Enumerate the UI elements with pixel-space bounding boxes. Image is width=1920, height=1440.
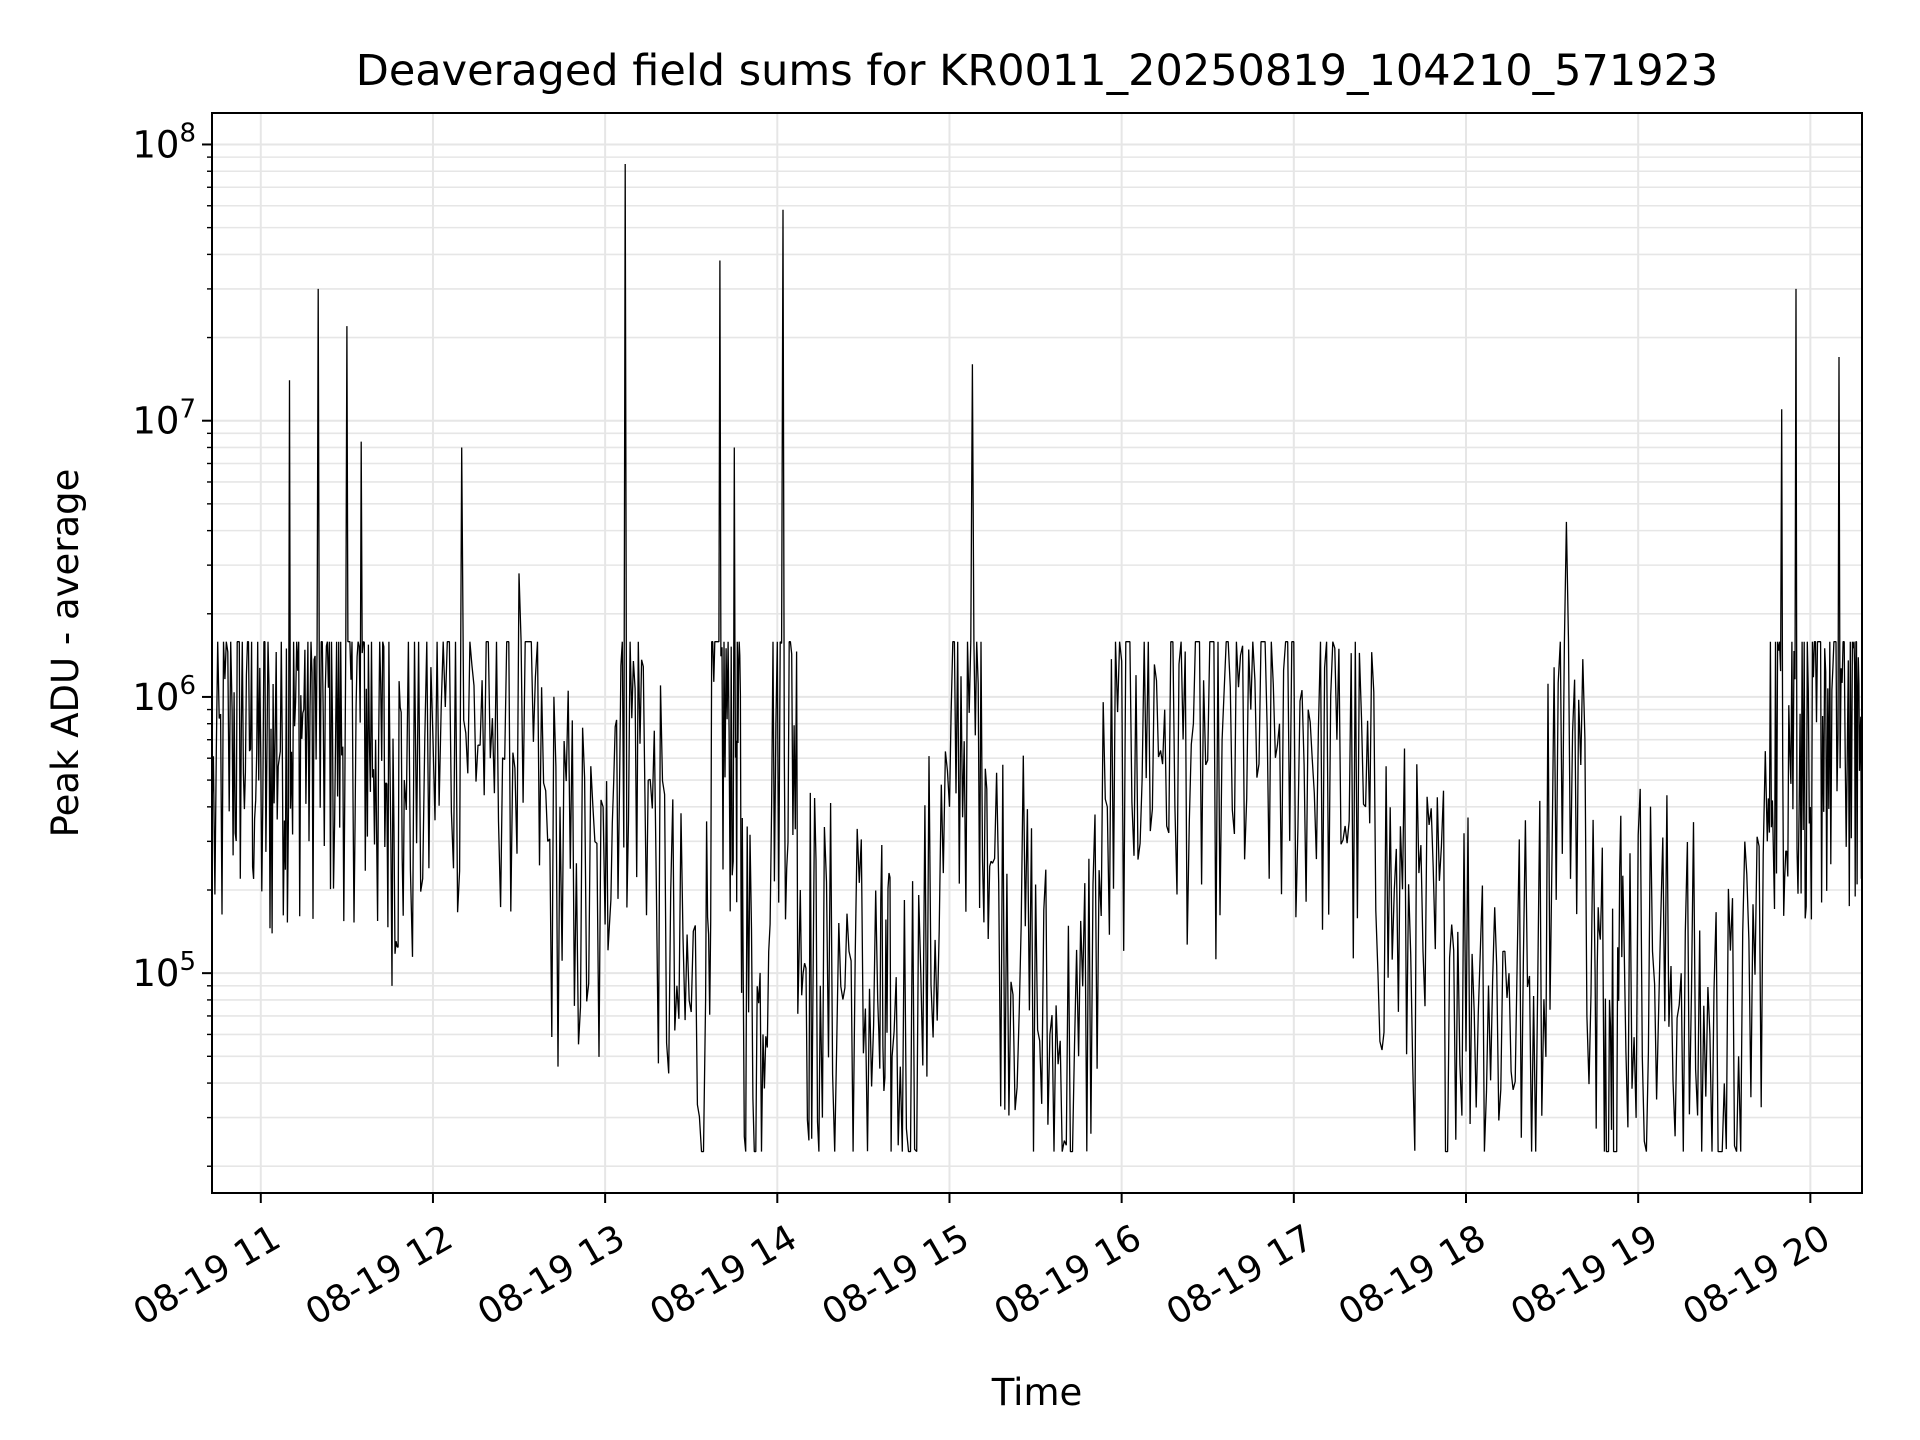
y-tick-label: 108 xyxy=(132,118,196,166)
y-axis-label: Peak ADU - average xyxy=(44,469,87,838)
y-tick-label: 107 xyxy=(132,395,196,443)
plot-frame xyxy=(211,112,1863,1194)
x-axis-label: Time xyxy=(991,1371,1083,1414)
grid xyxy=(212,113,1862,1193)
series-layer xyxy=(211,163,1863,1153)
y-tick-label: 106 xyxy=(132,671,196,719)
chart-title: Deaveraged field sums for KR0011_2025081… xyxy=(356,46,1719,96)
y-tick-label: 105 xyxy=(132,947,196,995)
series-line xyxy=(211,163,1863,1153)
